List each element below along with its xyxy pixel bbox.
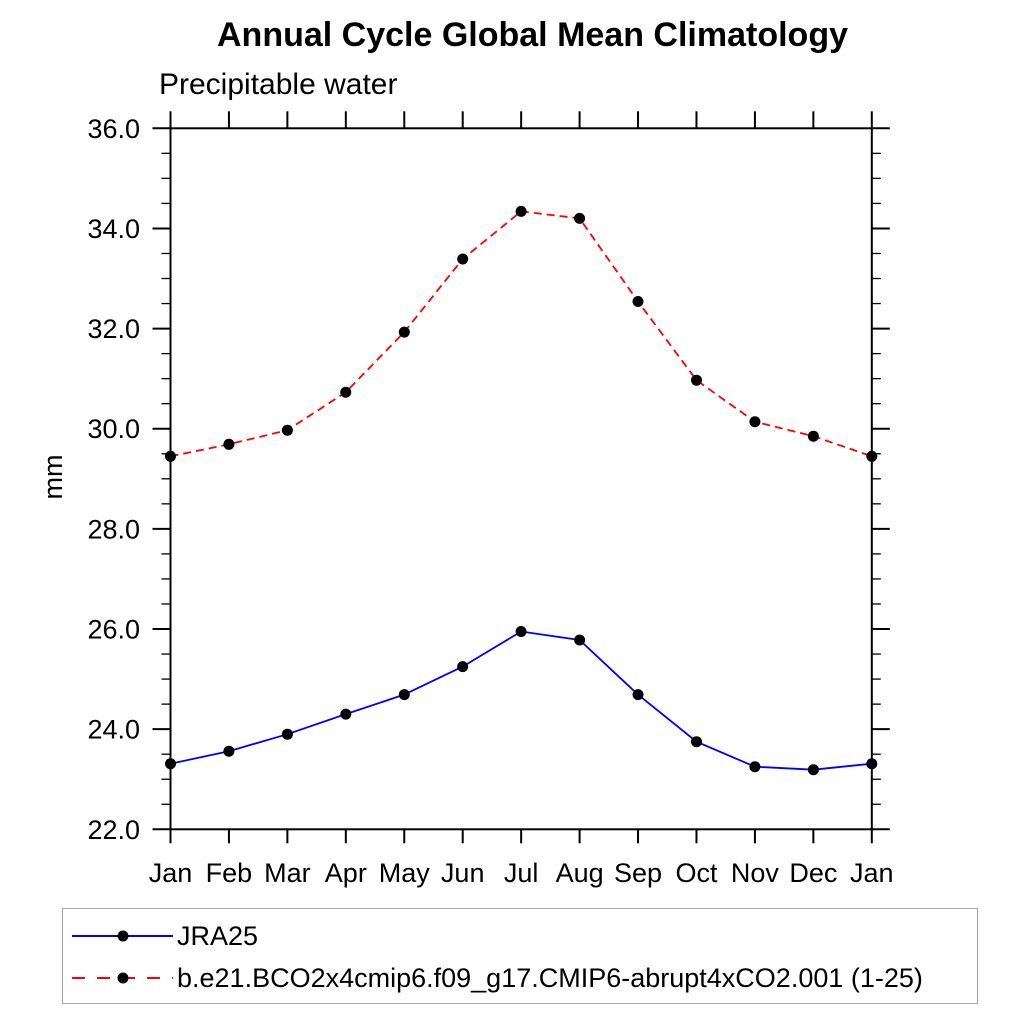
legend-label-model: b.e21.BCO2x4cmip6.f09_g17.CMIP6-abrupt4x… <box>177 962 923 993</box>
x-axis-tick-label: Oct <box>675 858 718 888</box>
x-axis-tick-label: Jan <box>850 858 894 888</box>
legend-marker-circle-icon <box>117 930 129 942</box>
series-1-marker <box>223 438 235 450</box>
series-1-marker <box>866 450 878 462</box>
y-axis-title: mm <box>38 455 68 500</box>
x-axis-tick-label: Apr <box>325 858 367 888</box>
series-1-marker <box>749 416 761 428</box>
legend-item-model: b.e21.BCO2x4cmip6.f09_g17.CMIP6-abrupt4x… <box>63 958 923 998</box>
chart-title: Annual Cycle Global Mean Climatology <box>217 16 848 54</box>
x-axis-tick-label: Mar <box>264 858 311 888</box>
y-axis-tick-label: 32.0 <box>87 314 140 344</box>
series-1-marker <box>281 424 293 436</box>
series-1-marker <box>457 253 469 265</box>
series-line-0 <box>170 630 872 771</box>
series-0-marker <box>632 689 644 701</box>
series-1-marker <box>807 430 819 442</box>
y-axis-tick-label: 24.0 <box>87 715 140 745</box>
series-1-marker <box>165 450 176 462</box>
y-axis-tick-label: 30.0 <box>87 414 140 444</box>
series-line-1 <box>170 210 873 458</box>
series-0-marker <box>866 758 878 770</box>
y-axis-tick-label: 22.0 <box>87 815 140 845</box>
y-axis-tick-label: 28.0 <box>87 514 140 544</box>
y-axis-tick-label: 34.0 <box>87 214 140 244</box>
series-1-marker <box>574 212 586 224</box>
series-0-marker <box>457 661 469 673</box>
x-axis-tick-label: Jun <box>441 858 485 888</box>
legend-box: JRA25 b.e21.BCO2x4cmip6.f09_g17.CMIP6-ab… <box>62 908 978 1004</box>
series-0-marker <box>281 728 293 740</box>
y-axis-tick-label: 26.0 <box>87 615 140 645</box>
plot-frame <box>169 127 873 831</box>
series-0-marker <box>165 758 176 770</box>
series-0-marker <box>398 689 410 701</box>
series-0-marker <box>574 634 586 646</box>
legend-sample-dashed-line <box>72 972 173 984</box>
series-0-marker <box>691 736 702 748</box>
series-0-marker <box>515 626 527 637</box>
series-0-marker <box>749 761 761 773</box>
legend-sample-solid-line <box>72 930 173 942</box>
x-axis-tick-label: Nov <box>731 858 780 888</box>
y-axis-tick-label: 36.0 <box>87 114 140 144</box>
x-axis-tick-label: Feb <box>206 858 253 888</box>
x-axis-tick-label: May <box>379 858 431 888</box>
x-axis-tick-label: Aug <box>556 858 604 888</box>
series-0-marker <box>807 764 819 776</box>
chart-subtitle: Precipitable water <box>159 68 398 101</box>
legend-marker-circle-icon <box>117 972 129 984</box>
series-0-marker <box>223 745 235 757</box>
series-1-marker <box>632 296 644 307</box>
series-1-marker <box>515 205 527 217</box>
legend-item-jra25: JRA25 <box>63 916 258 956</box>
series-1-marker <box>691 374 702 386</box>
series-1-marker <box>398 326 410 338</box>
x-axis-tick-label: Jan <box>149 858 193 888</box>
x-axis-tick-label: Dec <box>789 858 837 888</box>
series-1-marker <box>340 386 352 398</box>
series-0-marker <box>340 708 352 720</box>
x-axis-tick-label: Sep <box>614 858 662 888</box>
x-axis-tick-label: Jul <box>504 858 539 888</box>
legend-label-jra25: JRA25 <box>177 920 259 951</box>
